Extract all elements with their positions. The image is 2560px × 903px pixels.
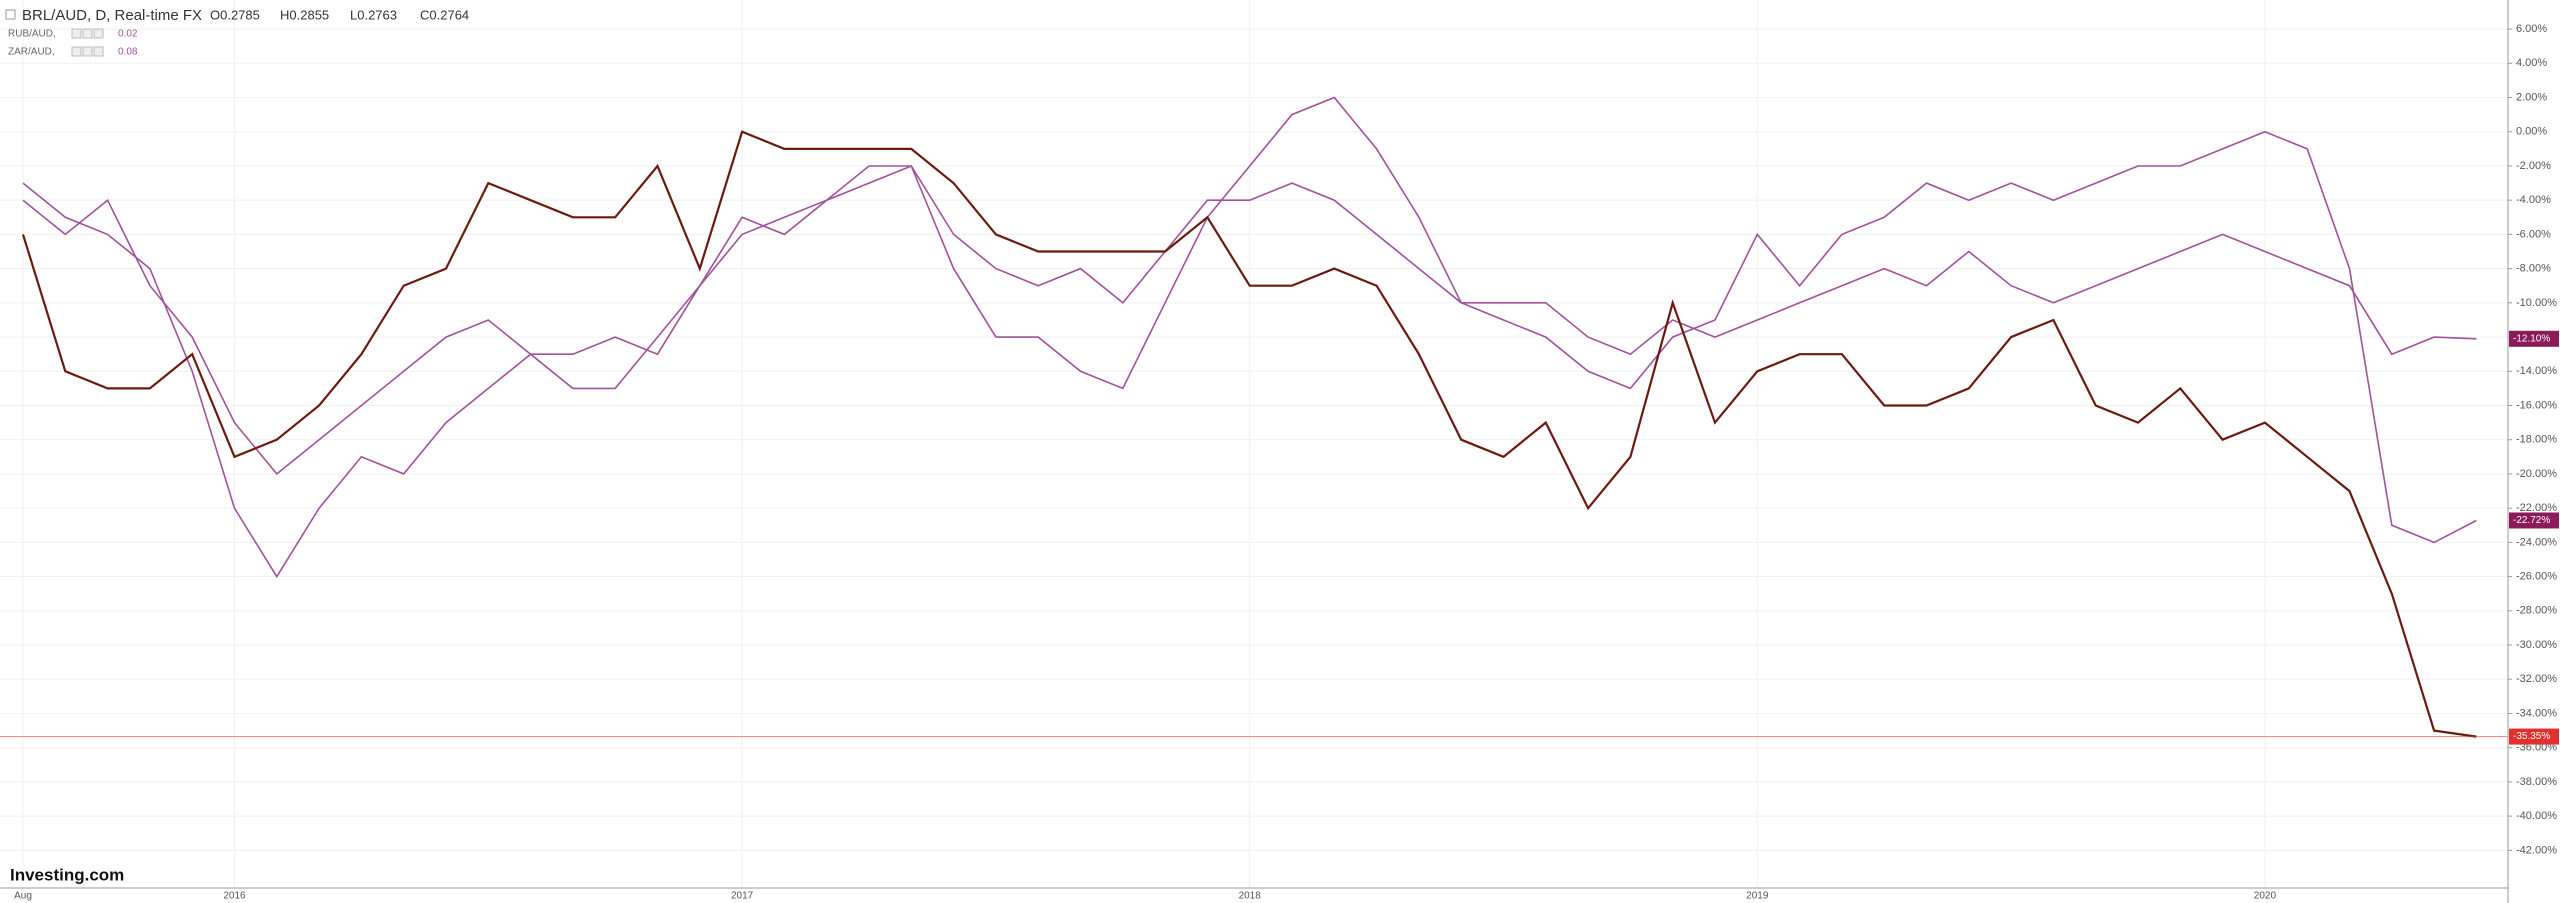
last-value-box bbox=[2509, 330, 2559, 347]
last-value-label: -22.72% bbox=[2513, 515, 2550, 526]
y-tick-label: -22.00% bbox=[2516, 502, 2557, 514]
last-value-label: -35.35% bbox=[2513, 731, 2550, 742]
y-tick-label: 2.00% bbox=[2516, 91, 2547, 103]
collapse-icon[interactable] bbox=[5, 9, 16, 20]
ohlc-value: H0.2855 bbox=[280, 7, 329, 22]
legend-button bbox=[71, 28, 82, 39]
y-tick-label: -8.00% bbox=[2516, 263, 2551, 275]
logo: Investing.com bbox=[10, 865, 124, 884]
y-tick-label: -2.00% bbox=[2516, 160, 2551, 172]
grid bbox=[0, 0, 2508, 888]
ohlc-value: C0.2764 bbox=[420, 7, 469, 22]
x-tick-label: Aug bbox=[14, 891, 32, 902]
y-tick-label: -36.00% bbox=[2516, 742, 2557, 754]
y-tick-label: -38.00% bbox=[2516, 776, 2557, 788]
x-tick-label: 2018 bbox=[1239, 891, 1262, 902]
y-tick-label: -10.00% bbox=[2516, 297, 2557, 309]
y-tick-label: 0.00% bbox=[2516, 126, 2547, 138]
x-tick-label: 2017 bbox=[731, 891, 754, 902]
last-value-label: -12.10% bbox=[2513, 333, 2550, 344]
y-tick-label: -34.00% bbox=[2516, 707, 2557, 719]
y-tick-label: -32.00% bbox=[2516, 673, 2557, 685]
legend-button bbox=[93, 46, 104, 57]
y-tick-label: -20.00% bbox=[2516, 468, 2557, 480]
last-value-box bbox=[2509, 512, 2559, 529]
legend-button bbox=[82, 46, 93, 57]
legend-value: 0.02 bbox=[118, 29, 138, 40]
x-tick-label: 2019 bbox=[1746, 891, 1769, 902]
legend-name: RUB/AUD, bbox=[8, 29, 56, 40]
y-tick-label: 6.00% bbox=[2516, 23, 2547, 35]
ohlc-value: L0.2763 bbox=[350, 7, 397, 22]
main-line bbox=[21, 130, 2477, 738]
ohlc-value: O0.2785 bbox=[210, 7, 260, 22]
x-tick-label: 2016 bbox=[223, 891, 246, 902]
series-line bbox=[22, 165, 2477, 476]
y-tick-label: -6.00% bbox=[2516, 228, 2551, 240]
legend-name: ZAR/AUD, bbox=[8, 47, 55, 58]
y-tick-label: -4.00% bbox=[2516, 194, 2551, 206]
y-tick-label: -24.00% bbox=[2516, 536, 2557, 548]
y-tick-label: -14.00% bbox=[2516, 365, 2557, 377]
legend-button bbox=[93, 28, 104, 39]
series-line bbox=[22, 96, 2477, 579]
legend-button bbox=[82, 28, 93, 39]
y-tick-label: -42.00% bbox=[2516, 844, 2557, 856]
x-tick-label: 2020 bbox=[2254, 891, 2277, 902]
y-tick-label: 4.00% bbox=[2516, 57, 2547, 69]
lines bbox=[0, 96, 2508, 738]
y-tick-label: -28.00% bbox=[2516, 605, 2557, 617]
legend-button bbox=[71, 46, 82, 57]
y-tick-label: -40.00% bbox=[2516, 810, 2557, 822]
y-tick-label: -26.00% bbox=[2516, 571, 2557, 583]
legend-value: 0.08 bbox=[118, 47, 138, 58]
y-tick-label: -18.00% bbox=[2516, 434, 2557, 446]
y-tick-label: -30.00% bbox=[2516, 639, 2557, 651]
chart-title: BRL/AUD, D, Real-time FX bbox=[22, 7, 202, 24]
last-value-box bbox=[2509, 728, 2559, 745]
y-tick-label: -16.00% bbox=[2516, 399, 2557, 411]
plot-bg bbox=[0, 0, 2508, 888]
